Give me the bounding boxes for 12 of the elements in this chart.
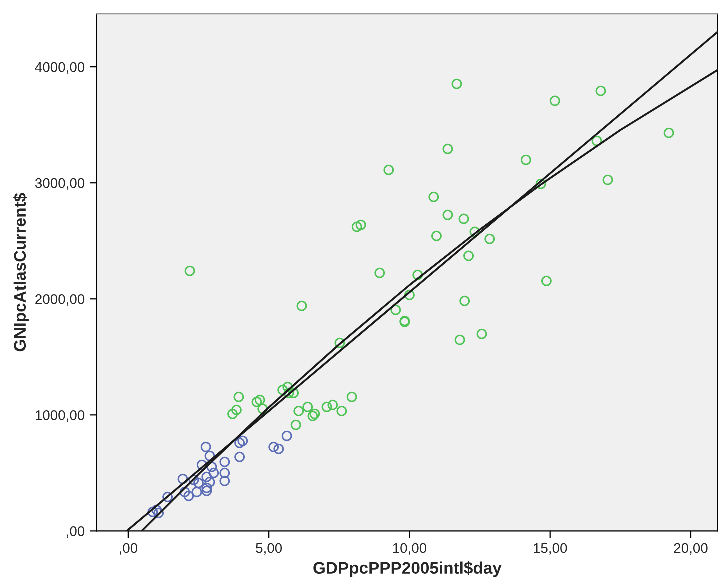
y-tick-label: 4000,00 bbox=[35, 62, 85, 74]
x-tick-label: 5,00 bbox=[256, 543, 282, 555]
y-tick-label: 3000,00 bbox=[35, 178, 85, 190]
y-tick-label: 1000,00 bbox=[36, 410, 85, 422]
y-tick-label: 2000,00 bbox=[36, 294, 85, 306]
y-tick-label: ,00 bbox=[67, 526, 85, 538]
y-axis-title: GNIpcAtlasCurrent$ bbox=[14, 193, 30, 352]
x-axis-title: GDPpcPPP2005intl$day bbox=[314, 561, 502, 578]
x-tick-label: 20,00 bbox=[674, 543, 708, 555]
x-tick-label: 10,00 bbox=[393, 543, 427, 555]
x-tick-label: ,00 bbox=[120, 543, 138, 555]
x-tick-label: 15,00 bbox=[534, 543, 568, 555]
